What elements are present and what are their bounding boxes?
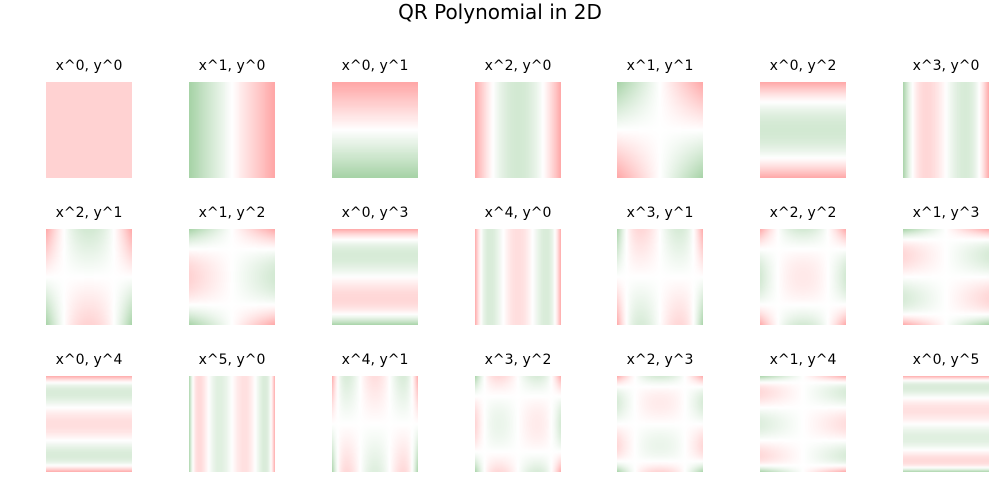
subplot-title: x^4, y^1 <box>341 352 409 368</box>
heatmap-0-5 <box>903 376 989 472</box>
heatmap-2-1 <box>46 229 132 325</box>
subplot-title: x^1, y^2 <box>198 205 266 221</box>
heatmap-2-2 <box>760 229 846 325</box>
subplot-title: x^2, y^1 <box>55 205 123 221</box>
heatmap-1-0 <box>189 82 275 178</box>
subplot-title: x^4, y^0 <box>484 205 552 221</box>
chart-title: QR Polynomial in 2D <box>398 0 602 24</box>
heatmap-1-3 <box>903 229 989 325</box>
heatmap-0-2 <box>760 82 846 178</box>
subplot-panel: x^0, y^5 <box>903 351 989 472</box>
subplot-panel: x^3, y^2 <box>475 351 561 472</box>
heatmap-3-1 <box>617 229 703 325</box>
subplot-panel: x^1, y^0 <box>189 57 275 178</box>
subplot-panel: x^1, y^2 <box>189 204 275 325</box>
subplot-title: x^2, y^2 <box>769 205 837 221</box>
subplot-panel: x^0, y^1 <box>332 57 418 178</box>
subplot-panel: x^1, y^4 <box>760 351 846 472</box>
heatmap-0-4 <box>46 376 132 472</box>
subplot-panel: x^4, y^1 <box>332 351 418 472</box>
subplot-panel: x^0, y^2 <box>760 57 846 178</box>
heatmap-2-0 <box>475 82 561 178</box>
heatmap-4-1 <box>332 376 418 472</box>
subplot-title: x^0, y^1 <box>341 58 409 74</box>
subplot-panel: x^0, y^0 <box>46 57 132 178</box>
subplot-panel: x^5, y^0 <box>189 351 275 472</box>
subplot-title: x^1, y^1 <box>626 58 694 74</box>
heatmap-5-0 <box>189 376 275 472</box>
heatmap-4-0 <box>475 229 561 325</box>
subplot-panel: x^0, y^4 <box>46 351 132 472</box>
subplot-panel: x^3, y^1 <box>617 204 703 325</box>
subplot-panel: x^3, y^0 <box>903 57 989 178</box>
subplot-title: x^1, y^4 <box>769 352 837 368</box>
subplot-title: x^0, y^4 <box>55 352 123 368</box>
subplot-panel: x^2, y^3 <box>617 351 703 472</box>
subplot-title: x^3, y^0 <box>912 58 980 74</box>
subplot-panel: x^2, y^2 <box>760 204 846 325</box>
subplot-panel: x^2, y^1 <box>46 204 132 325</box>
heatmap-3-2 <box>475 376 561 472</box>
heatmap-1-1 <box>617 82 703 178</box>
heatmap-0-0 <box>46 82 132 178</box>
subplot-title: x^1, y^3 <box>912 205 980 221</box>
heatmap-0-3 <box>332 229 418 325</box>
subplot-title: x^0, y^5 <box>912 352 980 368</box>
subplot-title: x^1, y^0 <box>198 58 266 74</box>
subplot-panel: x^1, y^3 <box>903 204 989 325</box>
subplot-title: x^0, y^2 <box>769 58 837 74</box>
subplot-panel: x^1, y^1 <box>617 57 703 178</box>
subplot-panel: x^2, y^0 <box>475 57 561 178</box>
subplot-panel: x^0, y^3 <box>332 204 418 325</box>
subplot-title: x^0, y^0 <box>55 58 123 74</box>
subplot-title: x^3, y^1 <box>626 205 694 221</box>
subplot-title: x^2, y^0 <box>484 58 552 74</box>
heatmap-3-0 <box>903 82 989 178</box>
subplot-panel: x^4, y^0 <box>475 204 561 325</box>
subplot-title: x^5, y^0 <box>198 352 266 368</box>
subplot-title: x^0, y^3 <box>341 205 409 221</box>
heatmap-1-4 <box>760 376 846 472</box>
heatmap-1-2 <box>189 229 275 325</box>
subplot-title: x^3, y^2 <box>484 352 552 368</box>
subplot-title: x^2, y^3 <box>626 352 694 368</box>
heatmap-0-1 <box>332 82 418 178</box>
heatmap-2-3 <box>617 376 703 472</box>
